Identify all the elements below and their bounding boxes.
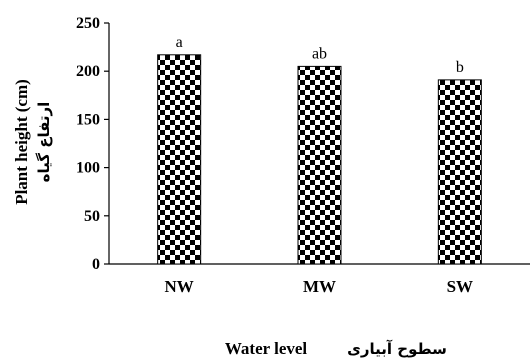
y-tick-label: 0 <box>92 256 100 273</box>
bar-data-label: ab <box>312 45 327 62</box>
bars <box>157 54 482 265</box>
y-axis-title: Plant height (cm) <box>12 79 31 205</box>
y-tick-label: 250 <box>76 15 100 32</box>
x-axis-title: Water level <box>225 339 308 358</box>
x-tick-label: NW <box>165 277 194 296</box>
bar-sw <box>437 79 482 265</box>
y-tick-label: 200 <box>76 63 100 80</box>
y-tick-label: 100 <box>76 160 100 177</box>
y-axis-title-fa: ارتفاع گیاه <box>35 102 53 183</box>
x-tick-label: SW <box>447 277 473 296</box>
bar-nw <box>157 54 202 265</box>
labels: 0 50 100 150 200 250 a NW ab MW b SW <box>76 15 473 296</box>
y-tick-label: 50 <box>84 208 100 225</box>
bar-mw <box>297 65 342 265</box>
y-tick-label: 150 <box>76 111 100 128</box>
bar-data-label: a <box>176 34 183 51</box>
x-tick-label: MW <box>303 277 336 296</box>
bar-data-label: b <box>456 59 464 76</box>
x-axis-title-fa: سطوح آبیاری <box>347 340 447 358</box>
